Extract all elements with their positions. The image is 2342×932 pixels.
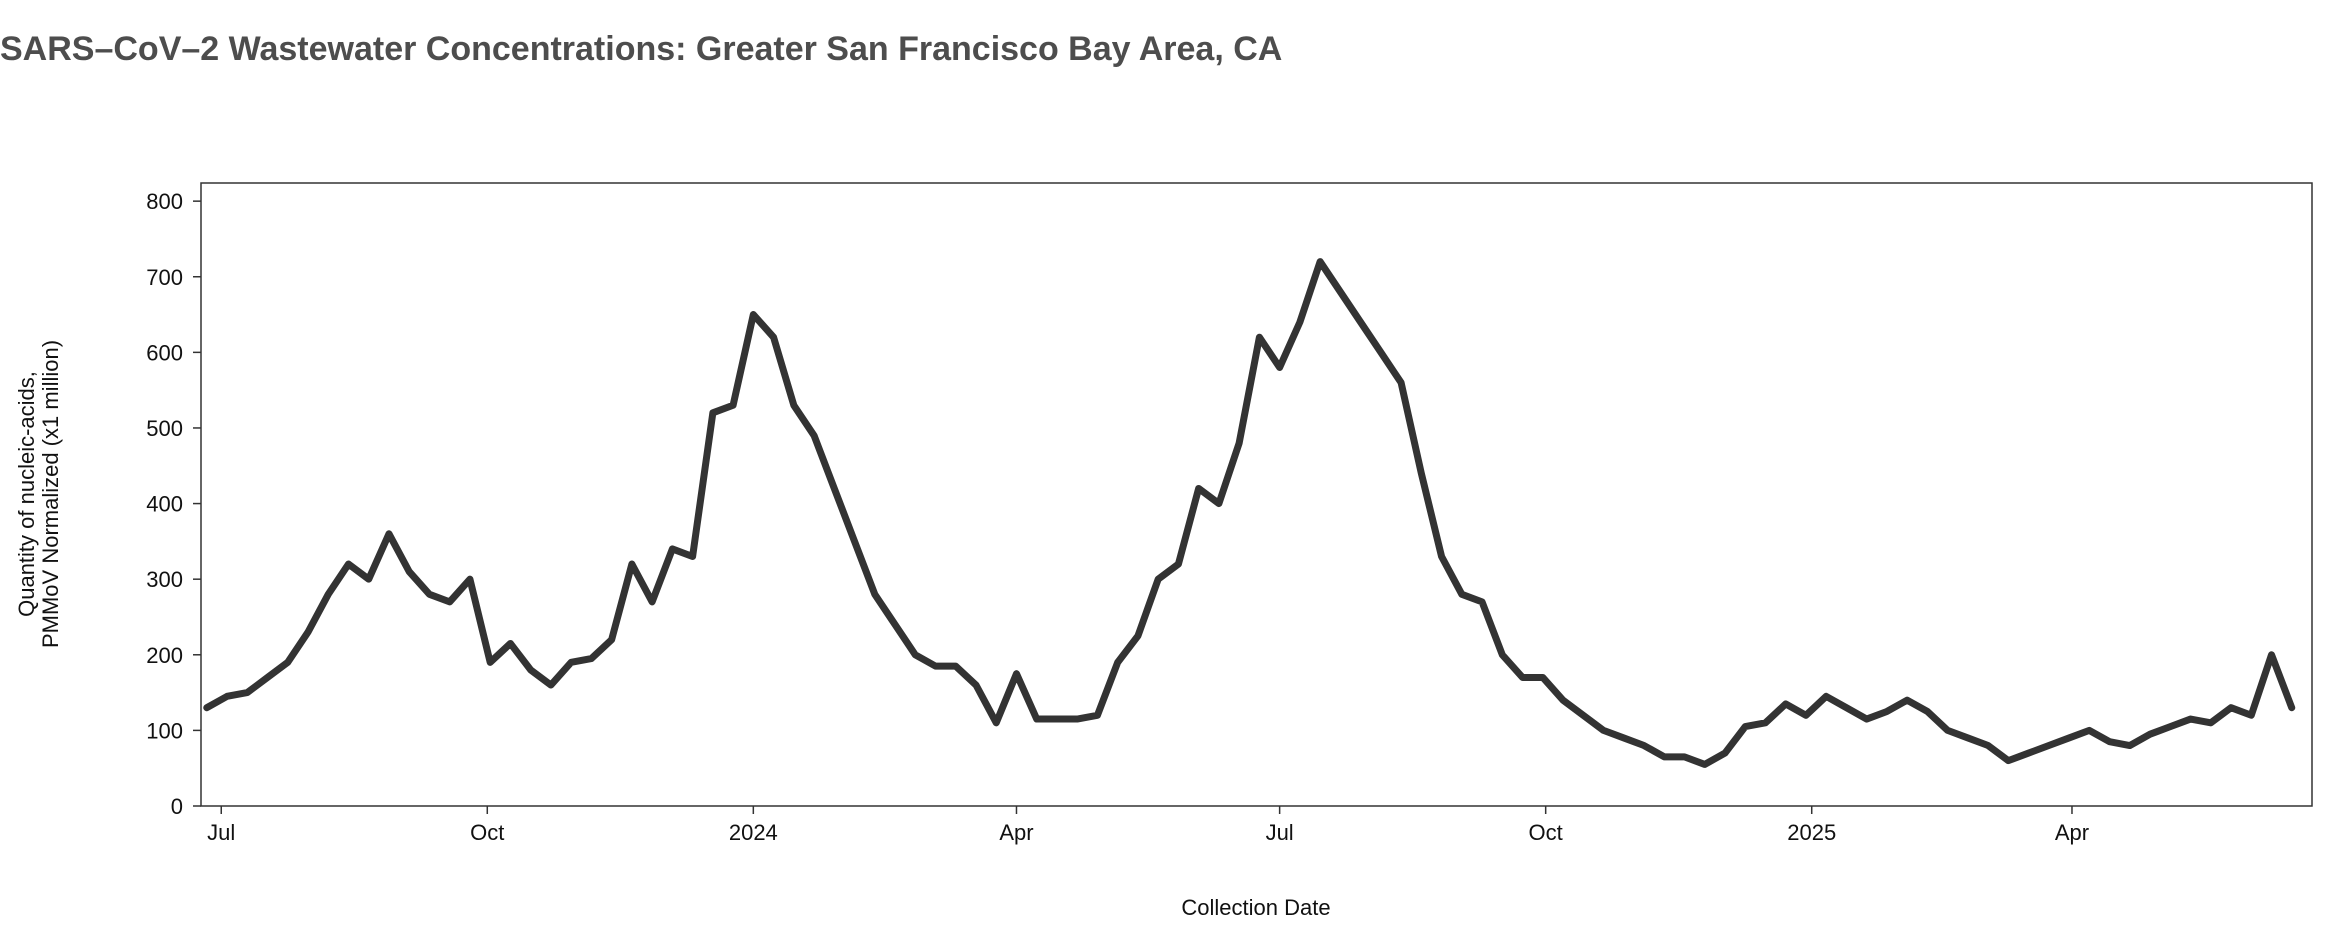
x-tick-label: Apr [2055,820,2089,845]
y-tick-label: 600 [146,340,183,365]
y-axis-label: Quantity of nucleic-acids, [14,371,39,617]
x-tick-label: Oct [470,820,504,845]
x-tick-label: 2025 [1787,820,1836,845]
y-tick-label: 800 [146,189,183,214]
x-axis-label: Collection Date [1181,895,1330,920]
x-tick-label: Apr [999,820,1033,845]
y-axis-label: PMMoV Normalized (x1 million) [38,340,63,648]
y-tick-label: 0 [171,794,183,819]
chart-title: SARS–CoV–2 Wastewater Concentrations: Gr… [0,30,1282,68]
y-tick-label: 200 [146,643,183,668]
y-tick-label: 500 [146,416,183,441]
x-tick-label: Oct [1529,820,1563,845]
x-tick-label: Jul [1266,820,1294,845]
y-tick-label: 100 [146,718,183,743]
data-line [203,258,2296,768]
y-tick-label: 700 [146,265,183,290]
plot-frame [200,182,2313,807]
y-tick-label: 400 [146,492,183,517]
y-tick-label: 300 [146,567,183,592]
x-tick-label: Jul [207,820,235,845]
x-tick-label: 2024 [729,820,778,845]
